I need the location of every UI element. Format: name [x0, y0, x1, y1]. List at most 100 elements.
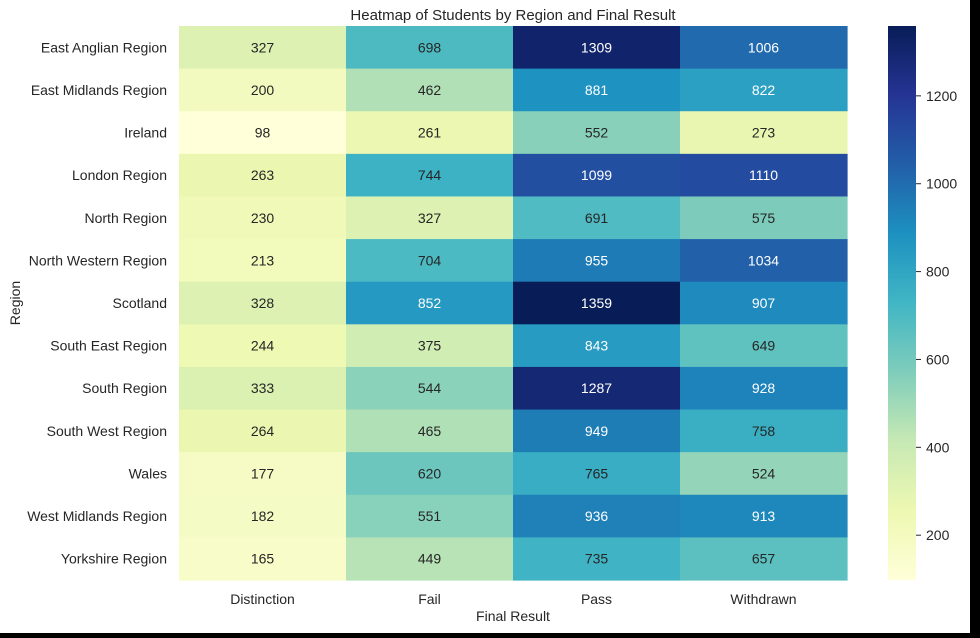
heatmap-cell [513, 196, 681, 240]
cell-value-label: 462 [418, 82, 442, 98]
cell-value-label: 375 [418, 338, 442, 354]
heatmap-cell [513, 153, 681, 198]
heatmap-cell [680, 153, 848, 198]
x-axis-label: Final Result [476, 608, 550, 624]
colorbar-tick-label: 400 [926, 439, 950, 455]
y-tick-label: South East Region [50, 338, 167, 354]
cell-value-label: 182 [251, 508, 275, 524]
heatmap-cell [179, 239, 347, 283]
y-axis-label: Region [7, 281, 23, 325]
cell-value-label: 698 [418, 39, 442, 55]
heatmap-cell [513, 452, 681, 496]
colorbar-tick-label: 1000 [926, 176, 957, 192]
heatmap-cell [680, 281, 848, 325]
cell-value-label: 1309 [581, 39, 612, 55]
heatmap-cell [513, 281, 681, 325]
cell-value-label: 744 [418, 167, 442, 183]
cell-value-label: 758 [752, 423, 776, 439]
heatmap-cell [513, 324, 681, 368]
cell-value-label: 230 [251, 210, 275, 226]
heatmap-cell [179, 153, 347, 198]
cell-value-label: 177 [251, 465, 275, 481]
heatmap-cell [179, 196, 347, 240]
heatmap-cell [179, 537, 347, 581]
cell-value-label: 327 [251, 39, 275, 55]
heatmap-cell [346, 409, 514, 453]
heatmap-cell [179, 68, 347, 112]
cell-value-label: 524 [752, 465, 776, 481]
cell-value-label: 765 [585, 465, 609, 481]
heatmap-cell [680, 537, 848, 581]
heatmap-cell [346, 537, 514, 581]
heatmap-cell [513, 26, 681, 70]
heatmap-cell [179, 452, 347, 496]
heatmap-cell [346, 494, 514, 538]
heatmap-cell [346, 153, 514, 198]
colorbar-tick-label: 600 [926, 351, 950, 367]
cell-value-label: 843 [585, 338, 609, 354]
cell-value-label: 704 [418, 252, 442, 268]
heatmap-cell [680, 196, 848, 240]
cell-annotations: 327 698 1309 1006 200 462 881 822 98 261 552 273 263… [251, 39, 779, 566]
heatmap-cell [513, 111, 681, 155]
heatmap-cell [680, 111, 848, 155]
heatmap-cell [346, 452, 514, 496]
y-tick-label: Scotland [113, 295, 167, 311]
heatmap-cell [680, 239, 848, 283]
cell-value-label: 881 [585, 82, 609, 98]
heatmap-cell [346, 281, 514, 325]
cell-value-label: 261 [418, 125, 442, 141]
heatmap-cell [513, 239, 681, 283]
heatmap-cell [680, 366, 848, 411]
colorbar-tick-label: 800 [926, 264, 950, 280]
chart-title: Heatmap of Students by Region and Final … [350, 7, 676, 24]
cell-value-label: 735 [585, 551, 609, 567]
y-tick-label: West Midlands Region [27, 508, 167, 524]
cell-value-label: 691 [585, 210, 609, 226]
heatmap-cells [179, 26, 848, 581]
y-tick-label: Ireland [124, 125, 167, 141]
heatmap-cell [179, 409, 347, 453]
heatmap-cell [680, 494, 848, 538]
colorbar-ticks: 200 400 600 800 1000 1200 [916, 88, 957, 543]
heatmap-cell [513, 409, 681, 453]
cell-value-label: 551 [418, 508, 442, 524]
cell-value-label: 913 [752, 508, 776, 524]
cell-value-label: 936 [585, 508, 609, 524]
y-tick-label: North Western Region [29, 252, 167, 268]
heatmap-cell [179, 281, 347, 325]
x-tick-labels: Distinction Fail Pass Withdrawn [230, 591, 796, 607]
y-tick-label: East Anglian Region [41, 39, 167, 55]
heatmap-cell [179, 111, 347, 155]
cell-value-label: 575 [752, 210, 776, 226]
cell-value-label: 264 [251, 423, 275, 439]
heatmap-cell [680, 68, 848, 112]
cell-value-label: 200 [251, 82, 275, 98]
heatmap-cell [346, 239, 514, 283]
cell-value-label: 649 [752, 338, 776, 354]
cell-value-label: 244 [251, 338, 275, 354]
cell-value-label: 98 [255, 125, 271, 141]
cell-value-label: 1034 [748, 252, 779, 268]
y-tick-label: East Midlands Region [31, 82, 167, 98]
y-tick-label: London Region [72, 167, 167, 183]
colorbar [888, 26, 916, 580]
cell-value-label: 657 [752, 551, 776, 567]
cell-value-label: 1287 [581, 380, 612, 396]
cell-value-label: 1099 [581, 167, 612, 183]
x-tick-label: Distinction [230, 591, 295, 607]
cell-value-label: 1359 [581, 295, 612, 311]
cell-value-label: 949 [585, 423, 609, 439]
heatmap-cell [346, 324, 514, 368]
heatmap-cell [513, 537, 681, 581]
y-tick-label: Wales [129, 465, 167, 481]
cell-value-label: 273 [752, 125, 776, 141]
heatmap-cell [179, 366, 347, 411]
cell-value-label: 465 [418, 423, 442, 439]
heatmap-cell [346, 26, 514, 70]
heatmap-cell [346, 196, 514, 240]
heatmap-cell [179, 324, 347, 368]
x-tick-label: Fail [418, 591, 441, 607]
heatmap-cell [513, 366, 681, 411]
